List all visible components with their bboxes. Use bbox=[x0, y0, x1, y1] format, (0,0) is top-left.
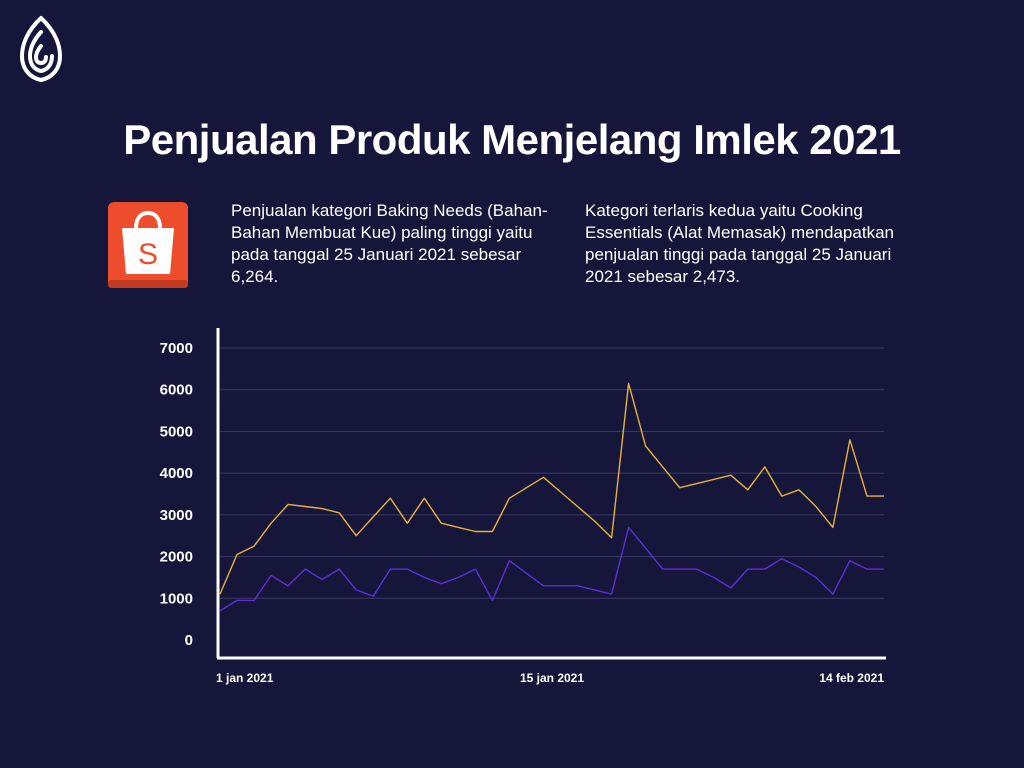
y-tick-label: 2000 bbox=[160, 549, 193, 566]
y-axis-ticks: 0 1000 2000 3000 4000 5000 6000 7000 bbox=[160, 340, 193, 649]
y-tick-label: 5000 bbox=[160, 423, 193, 440]
shopee-bag-icon: S bbox=[108, 202, 188, 288]
x-tick-label: 1 jan 2021 bbox=[216, 671, 274, 685]
series-lines bbox=[219, 382, 884, 612]
sales-line-chart: 0 1000 2000 3000 4000 5000 6000 7000 1 jan 2021… bbox=[160, 328, 886, 685]
grid-lines bbox=[220, 347, 884, 599]
y-tick-label: 3000 bbox=[160, 507, 193, 524]
description-baking: Penjualan kategori Baking Needs (Bahan-B… bbox=[231, 201, 548, 286]
shop-letter: S bbox=[138, 238, 158, 271]
y-tick-label: 0 bbox=[185, 632, 193, 649]
y-tick-label: 6000 bbox=[160, 382, 193, 399]
brand-logo-icon bbox=[20, 16, 62, 82]
y-tick-label: 1000 bbox=[160, 590, 193, 607]
y-tick-label: 7000 bbox=[160, 340, 193, 357]
x-axis-ticks: 1 jan 2021 15 jan 2021 14 feb 2021 bbox=[216, 671, 884, 685]
x-tick-label: 15 jan 2021 bbox=[520, 671, 584, 685]
x-tick-label: 14 feb 2021 bbox=[819, 671, 884, 685]
series-line-baking bbox=[219, 382, 884, 595]
description-cooking: Kategori terlaris kedua yaitu Cooking Es… bbox=[585, 201, 894, 286]
y-tick-label: 4000 bbox=[160, 465, 193, 482]
series-line-cooking bbox=[219, 526, 884, 612]
page-title: Penjualan Produk Menjelang Imlek 2021 bbox=[123, 116, 901, 163]
